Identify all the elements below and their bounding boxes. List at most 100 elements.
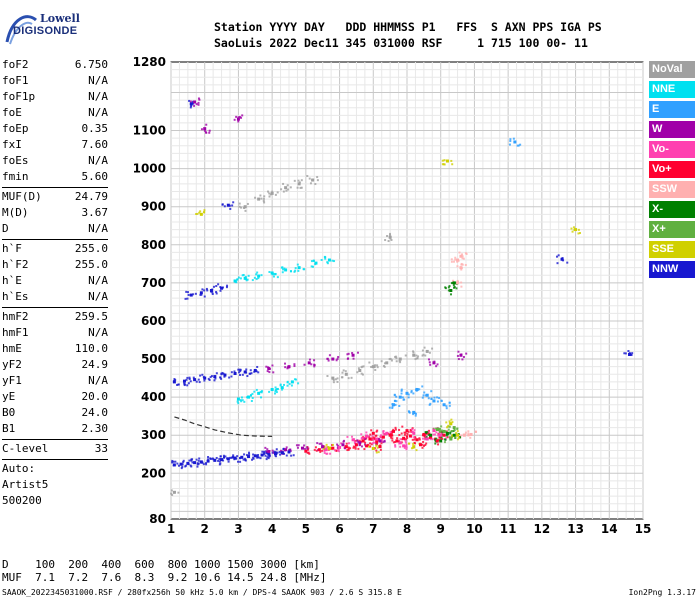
echo-texture xyxy=(232,201,235,204)
echo-texture xyxy=(464,263,467,266)
plot-grid xyxy=(170,62,644,519)
echo-texture xyxy=(252,457,255,460)
data-point-nne xyxy=(270,271,274,275)
echo-texture xyxy=(256,456,259,459)
echo-texture xyxy=(232,454,235,457)
echo-texture xyxy=(320,258,323,261)
echo-texture xyxy=(282,447,285,450)
echo-texture xyxy=(188,99,191,102)
data-point-vo xyxy=(395,439,399,443)
data-point-nnw xyxy=(243,370,247,374)
echo-texture xyxy=(360,445,363,448)
echo-texture xyxy=(399,438,402,441)
y-tick-label: 1280 xyxy=(133,55,166,69)
echo-texture xyxy=(273,450,276,453)
echo-texture xyxy=(313,365,316,368)
data-point-nnw xyxy=(186,461,190,465)
echo-texture xyxy=(349,447,352,450)
data-point-w xyxy=(341,443,345,447)
echo-texture xyxy=(435,437,438,440)
echo-texture xyxy=(454,258,457,261)
data-point-x xyxy=(442,429,446,433)
echo-texture xyxy=(370,437,373,440)
data-point-vo xyxy=(385,431,389,435)
echo-texture xyxy=(316,442,319,445)
echo-texture xyxy=(293,179,296,182)
data-point-nnw xyxy=(206,459,210,463)
data-point-sse xyxy=(456,433,460,437)
echo-texture xyxy=(352,446,355,449)
echo-texture xyxy=(457,436,460,439)
echo-texture xyxy=(276,276,279,279)
echo-texture xyxy=(221,371,224,374)
echo-texture xyxy=(382,430,385,433)
echo-texture xyxy=(347,377,350,380)
echo-texture xyxy=(431,347,434,350)
echo-texture xyxy=(263,450,266,453)
data-point-e xyxy=(412,410,416,414)
echo-texture xyxy=(475,430,478,433)
echo-texture xyxy=(412,392,415,395)
echo-texture xyxy=(268,371,271,374)
echo-texture xyxy=(323,450,326,453)
echo-texture xyxy=(334,378,337,381)
echo-texture xyxy=(326,452,329,455)
echo-texture xyxy=(187,382,190,385)
echo-texture xyxy=(219,462,222,465)
echo-texture xyxy=(406,437,409,440)
echo-texture xyxy=(347,357,350,360)
echo-texture xyxy=(451,421,454,424)
echo-texture xyxy=(303,444,306,447)
data-point-ssw xyxy=(469,432,473,436)
echo-texture xyxy=(412,351,415,354)
echo-texture xyxy=(357,367,360,370)
param-row: h`Es N/A xyxy=(2,289,108,305)
echo-texture xyxy=(250,372,253,375)
echo-texture xyxy=(342,369,345,372)
echo-texture xyxy=(462,356,465,359)
echo-texture xyxy=(300,186,303,189)
echo-texture xyxy=(421,443,424,446)
param-name: hmF1 xyxy=(2,326,29,339)
echo-texture xyxy=(239,370,242,373)
echo-texture xyxy=(365,431,368,434)
data-point-e xyxy=(398,395,402,399)
y-tick-label: 80 xyxy=(149,512,166,526)
echo-texture xyxy=(239,277,242,280)
data-point-noval xyxy=(284,186,288,190)
echo-texture xyxy=(256,365,259,368)
echo-texture xyxy=(263,195,266,198)
echo-texture xyxy=(391,407,394,410)
echo-texture xyxy=(414,414,417,417)
data-point-sse xyxy=(327,447,331,451)
param-value: 259.5 xyxy=(74,310,108,323)
echo-texture xyxy=(308,358,311,361)
echo-texture xyxy=(195,213,198,216)
echo-texture xyxy=(310,265,313,268)
data-point-vo xyxy=(439,433,443,437)
echo-texture xyxy=(375,430,378,433)
echo-texture xyxy=(454,436,457,439)
echo-texture xyxy=(239,373,242,376)
data-point-sse xyxy=(449,422,453,426)
parameter-panel: foF2 6.750 foF1 N/A foF1p N/A foE N/A foEp 0.35 fx… xyxy=(2,57,108,509)
echo-texture xyxy=(215,290,218,293)
echo-texture xyxy=(219,376,222,379)
echo-texture xyxy=(257,453,260,456)
echo-texture xyxy=(265,450,268,453)
echo-texture xyxy=(187,291,190,294)
echo-texture xyxy=(255,454,258,457)
param-name: yE xyxy=(2,390,16,403)
echo-texture xyxy=(450,260,453,263)
echo-texture xyxy=(236,455,239,458)
param-row: hmF2 259.5 xyxy=(2,309,108,325)
legend-entry-vo: Vo+ xyxy=(649,161,695,178)
echo-texture xyxy=(414,358,417,361)
param-value: 24.0 xyxy=(81,406,109,419)
echo-texture xyxy=(252,456,255,459)
param-value: 33 xyxy=(94,442,108,455)
legend-entry-ssw: SSW xyxy=(649,181,695,198)
echo-texture xyxy=(177,464,180,467)
echo-texture xyxy=(407,393,410,396)
